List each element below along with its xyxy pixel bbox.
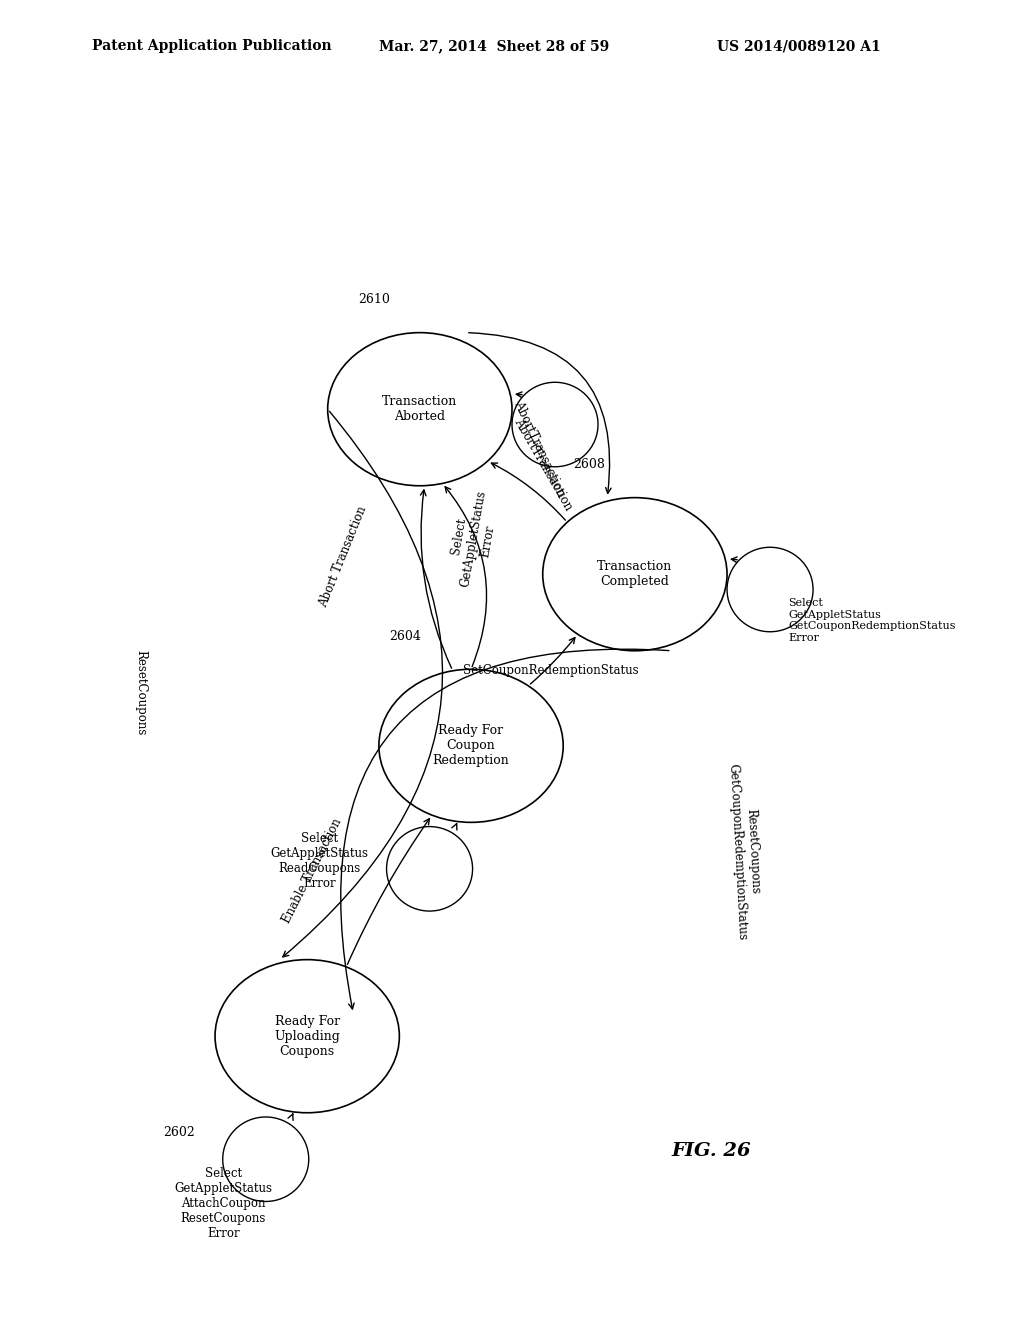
Text: Enable Transaction: Enable Transaction bbox=[281, 817, 344, 925]
Text: Ready For
Coupon
Redemption: Ready For Coupon Redemption bbox=[433, 725, 509, 767]
FancyArrowPatch shape bbox=[492, 463, 565, 520]
Text: FIG. 26: FIG. 26 bbox=[672, 1142, 752, 1160]
Text: Ready For
Uploading
Coupons: Ready For Uploading Coupons bbox=[274, 1015, 340, 1057]
Text: AbortTransaction: AbortTransaction bbox=[512, 399, 567, 499]
FancyArrowPatch shape bbox=[341, 649, 669, 1008]
FancyArrowPatch shape bbox=[530, 638, 574, 684]
FancyArrowPatch shape bbox=[283, 412, 442, 957]
Text: 2604: 2604 bbox=[389, 630, 421, 643]
FancyArrowPatch shape bbox=[421, 490, 452, 668]
Text: Select
GetAppletStatus
ReadCoupons
Error: Select GetAppletStatus ReadCoupons Error bbox=[270, 832, 369, 890]
FancyArrowPatch shape bbox=[347, 818, 429, 965]
Text: Transaction
Completed: Transaction Completed bbox=[597, 560, 673, 589]
Text: ResetCoupons: ResetCoupons bbox=[135, 651, 147, 735]
Text: 2610: 2610 bbox=[358, 293, 390, 306]
Text: Mar. 27, 2014  Sheet 28 of 59: Mar. 27, 2014 Sheet 28 of 59 bbox=[379, 40, 609, 53]
Text: AbortTransaction: AbortTransaction bbox=[511, 416, 574, 513]
Text: SetCouponRedemptionStatus: SetCouponRedemptionStatus bbox=[463, 664, 639, 677]
Text: Select
GetAppletStatus
AttachCoupon
ResetCoupons
Error: Select GetAppletStatus AttachCoupon Rese… bbox=[174, 1167, 272, 1241]
Text: Transaction
Aborted: Transaction Aborted bbox=[382, 395, 458, 424]
Text: Abort Transaction: Abort Transaction bbox=[316, 504, 370, 610]
Text: Patent Application Publication: Patent Application Publication bbox=[92, 40, 332, 53]
Text: 2602: 2602 bbox=[163, 1126, 195, 1139]
Text: ResetCoupons
GetCouponRedemptionStatus: ResetCoupons GetCouponRedemptionStatus bbox=[727, 763, 764, 940]
Text: Select
GetAppletStatus
Error: Select GetAppletStatus Error bbox=[443, 487, 503, 590]
FancyArrowPatch shape bbox=[469, 333, 611, 494]
Text: US 2014/0089120 A1: US 2014/0089120 A1 bbox=[717, 40, 881, 53]
Text: Select
GetAppletStatus
GetCouponRedemptionStatus
Error: Select GetAppletStatus GetCouponRedempti… bbox=[788, 598, 956, 643]
Text: 2608: 2608 bbox=[573, 458, 605, 471]
FancyArrowPatch shape bbox=[445, 487, 486, 667]
